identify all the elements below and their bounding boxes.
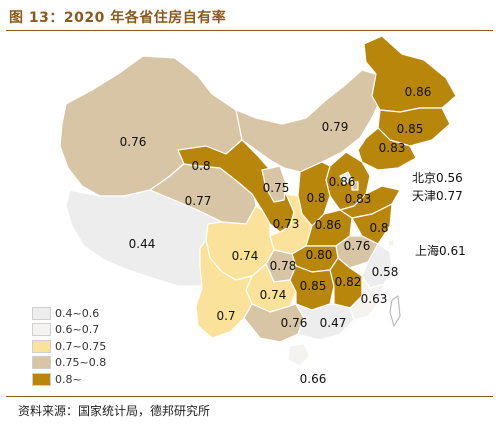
label-hebei: 0.86 — [329, 175, 356, 189]
region-tianjin — [351, 181, 359, 191]
label-jilin: 0.85 — [397, 122, 424, 136]
label-tianjin: 天津0.77 — [412, 189, 463, 203]
label-jiangsu: 0.8 — [369, 221, 388, 235]
label-guangdong: 0.47 — [320, 316, 347, 330]
label-neimenggu: 0.79 — [322, 120, 349, 134]
legend-label: 0.7~0.75 — [55, 339, 107, 353]
label-henan: 0.86 — [315, 218, 342, 232]
legend-swatch — [32, 306, 51, 320]
region-yunnan — [195, 239, 253, 339]
label-fujian: 0.63 — [361, 292, 388, 306]
label-xizang: 0.44 — [129, 237, 156, 251]
region-liaoning — [357, 127, 417, 171]
region-heilongjiang — [363, 35, 457, 113]
label-guangxi: 0.76 — [281, 316, 308, 330]
source-divider — [6, 396, 493, 397]
legend-item: 0.7~0.75 — [32, 338, 106, 354]
figure-title: 图 13：2020 年各省住房自有率 — [9, 10, 227, 26]
legend-item: 0.75~0.8 — [32, 355, 106, 371]
label-qinghai: 0.77 — [185, 194, 212, 208]
label-guizhou: 0.74 — [260, 288, 287, 302]
label-gansu: 0.8 — [191, 159, 210, 173]
label-shanxi: 0.8 — [306, 191, 325, 205]
label-beijing: 北京0.56 — [412, 171, 463, 185]
title-divider — [6, 30, 493, 31]
source-note: 资料来源：国家统计局，德邦研究所 — [18, 404, 211, 418]
legend-label: 0.4~0.6 — [55, 306, 100, 320]
label-anhui: 0.76 — [344, 239, 371, 253]
label-shanghai: 上海0.61 — [415, 243, 466, 258]
label-ningxia: 0.75 — [263, 181, 290, 195]
region-neimenggu — [235, 69, 383, 173]
legend-label: 0.75~0.8 — [55, 356, 107, 370]
region-taiwan — [389, 295, 401, 327]
region-shanghai — [387, 239, 395, 247]
legend-swatch — [32, 356, 51, 370]
legend-label: 0.8~ — [55, 372, 82, 386]
label-chongqing: 0.78 — [270, 259, 297, 273]
region-guangdong — [295, 303, 355, 341]
label-yunnan: 0.7 — [216, 309, 235, 323]
label-zhejiang: 0.58 — [372, 265, 399, 279]
region-beijing — [339, 171, 353, 185]
legend-item: 0.4~0.6 — [32, 305, 106, 321]
label-hainan: 0.66 — [300, 372, 327, 386]
legend-swatch — [32, 339, 51, 353]
region-fujian — [349, 275, 385, 321]
label-shaanxi: 0.73 — [273, 217, 300, 231]
label-sichuan: 0.74 — [232, 249, 259, 263]
label-hunan: 0.85 — [300, 279, 327, 293]
label-shandong: 0.83 — [345, 192, 372, 206]
label-hubei: 0.80 — [306, 248, 333, 262]
region-hainan — [287, 343, 311, 367]
label-jiangxi: 0.82 — [335, 275, 362, 289]
legend-swatch — [32, 323, 51, 337]
legend-item: 0.6~0.7 — [32, 322, 106, 338]
legend-label: 0.6~0.7 — [55, 323, 100, 337]
label-liaoning: 0.83 — [379, 141, 406, 155]
legend-item: 0.8~ — [32, 371, 106, 387]
legend-swatch — [32, 372, 51, 386]
label-heilongjiang: 0.86 — [405, 85, 432, 99]
label-xinjiang: 0.76 — [120, 135, 147, 149]
map-legend: 0.4~0.6 0.6~0.7 0.7~0.75 0.75~0.8 0.8~ — [32, 305, 106, 388]
